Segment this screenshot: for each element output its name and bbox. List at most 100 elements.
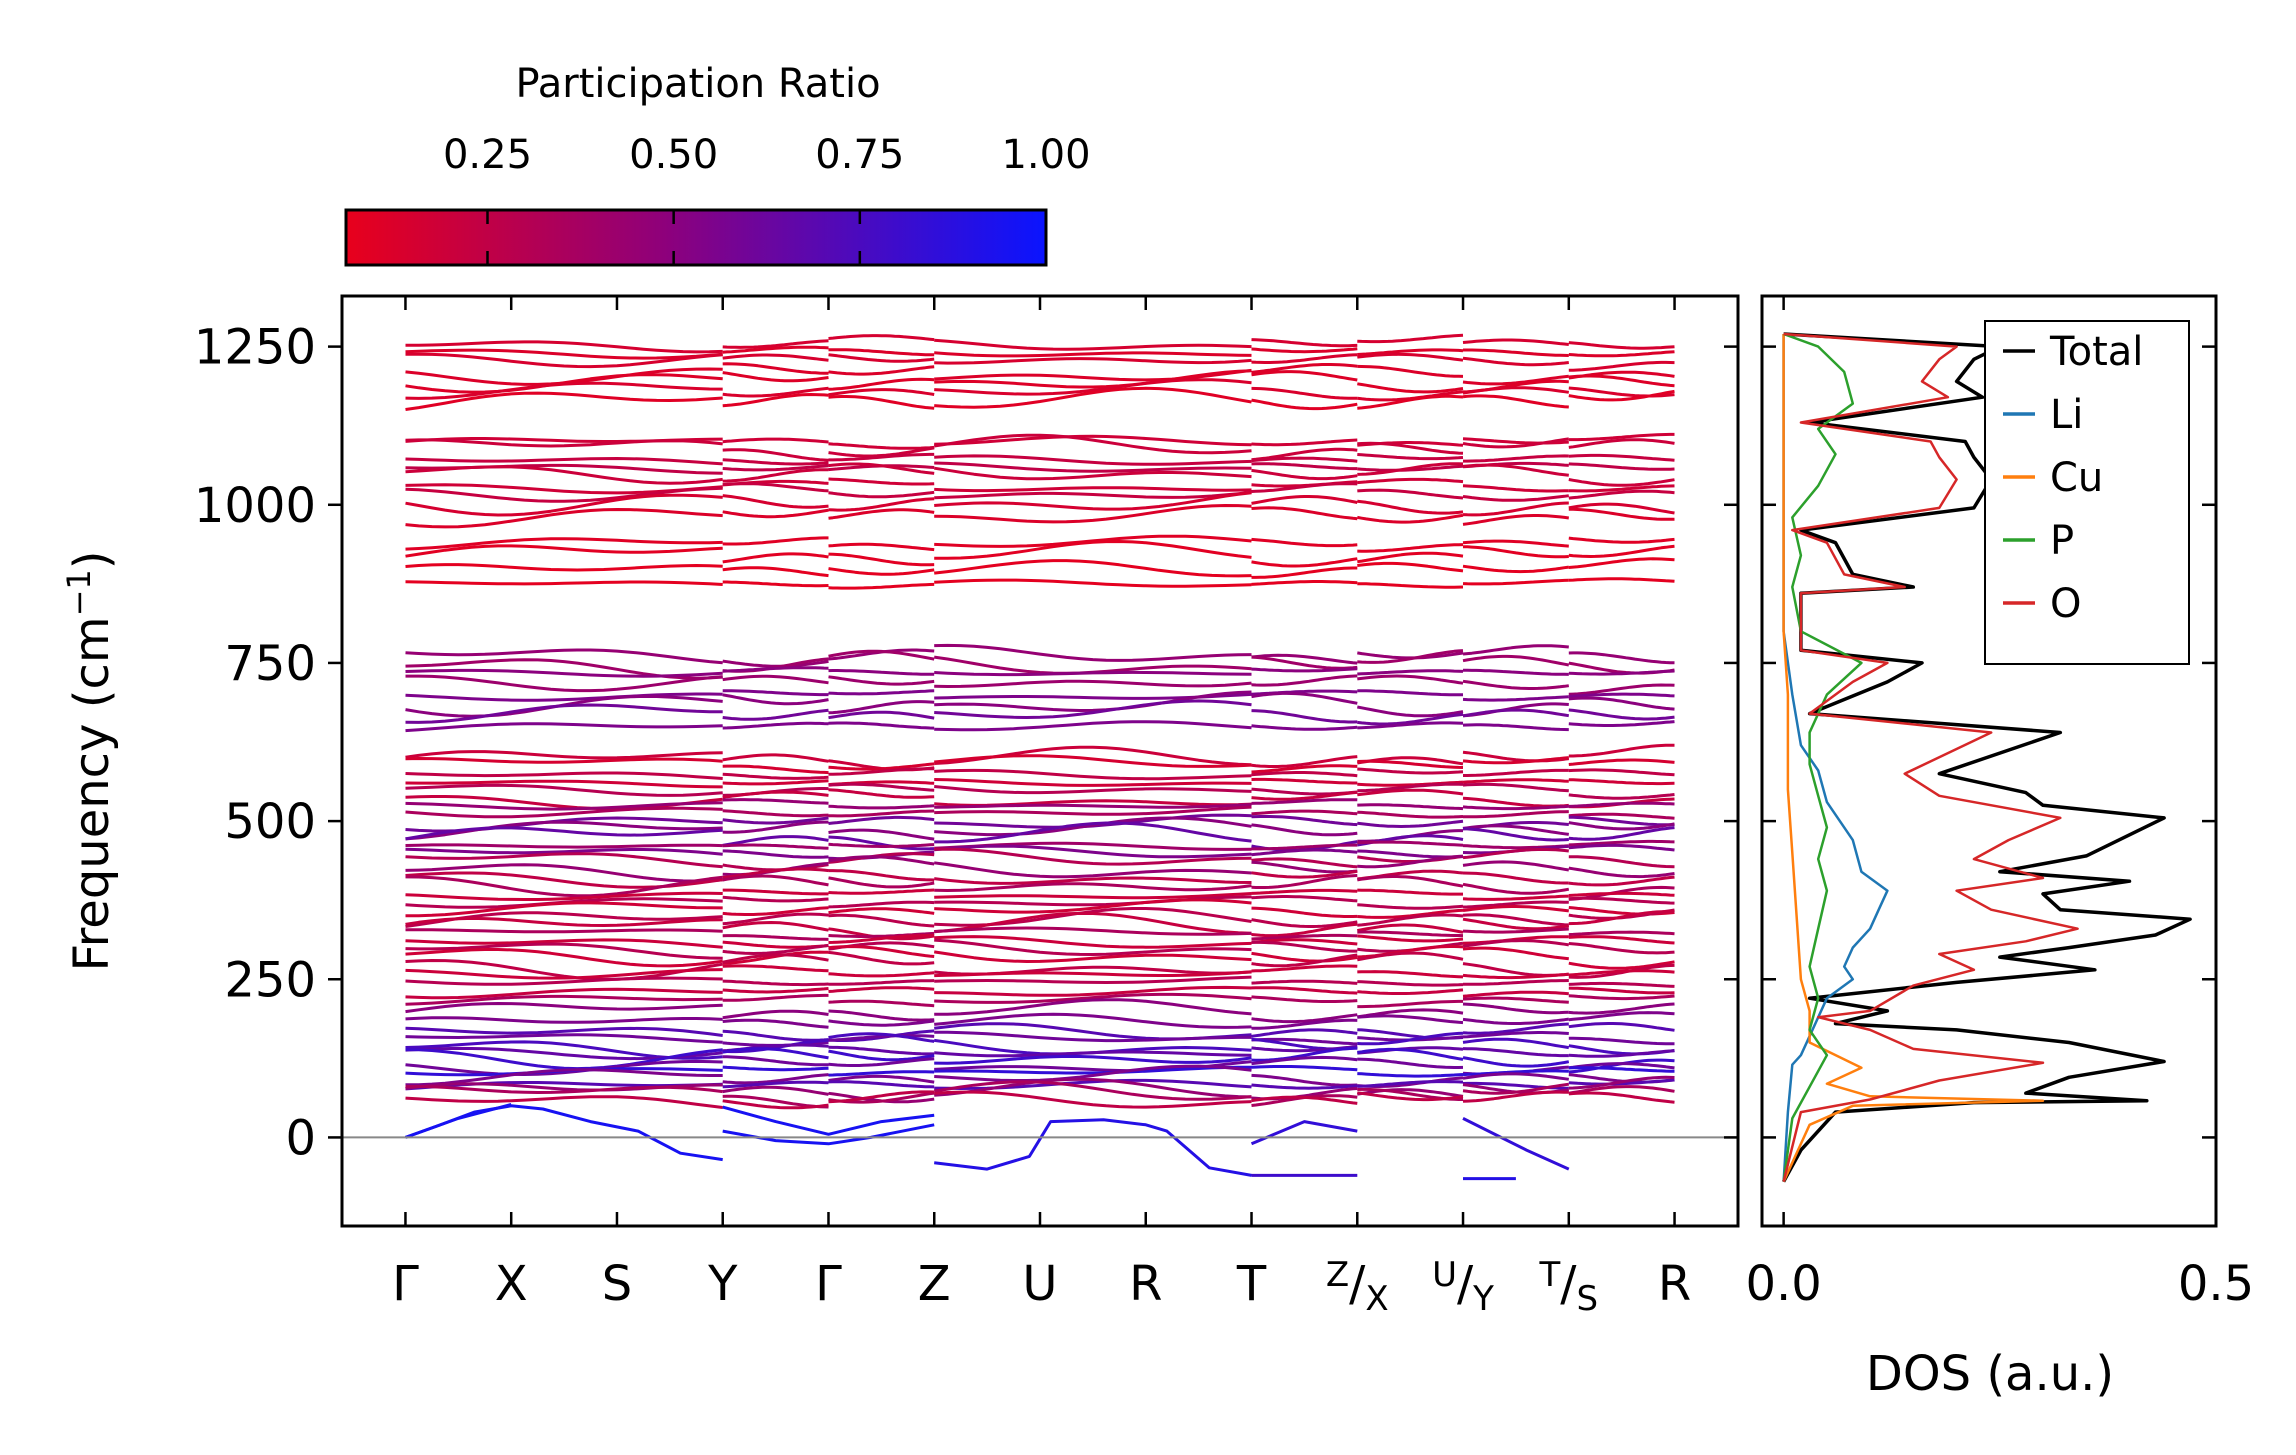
band-line bbox=[1357, 649, 1464, 664]
band-line bbox=[722, 1009, 829, 1020]
band-line bbox=[722, 753, 829, 763]
band-line bbox=[1568, 1011, 1675, 1022]
band-line bbox=[722, 353, 829, 362]
band-line bbox=[405, 544, 723, 558]
acoustic-band-line bbox=[722, 1105, 935, 1136]
band-line bbox=[1462, 338, 1569, 346]
band-line bbox=[1568, 1062, 1675, 1070]
dos-x-tick-label: 0.5 bbox=[2178, 1256, 2254, 1312]
band-line bbox=[828, 767, 935, 776]
band-line bbox=[1251, 874, 1358, 889]
band-line bbox=[1462, 708, 1570, 718]
band-line bbox=[1462, 1047, 1569, 1058]
band-line bbox=[722, 867, 829, 879]
band-line bbox=[934, 720, 1252, 732]
band-line bbox=[934, 745, 1252, 767]
band-line bbox=[1251, 667, 1358, 673]
band-line bbox=[1357, 551, 1464, 564]
band-line bbox=[1357, 464, 1464, 472]
band-line bbox=[722, 458, 829, 466]
band-line bbox=[722, 393, 829, 408]
kpoint-label-slash: / bbox=[1457, 1256, 1474, 1312]
band-line bbox=[1251, 438, 1358, 447]
band-line bbox=[1462, 917, 1570, 931]
band-line bbox=[1251, 709, 1358, 724]
kpoint-label-pre: Z bbox=[1326, 1255, 1349, 1295]
band-line bbox=[934, 1030, 1252, 1043]
band-line bbox=[1251, 447, 1358, 462]
dos-line-o bbox=[1782, 332, 2079, 1183]
band-line bbox=[1462, 386, 1570, 395]
band-line bbox=[1462, 782, 1569, 793]
band-line bbox=[1568, 374, 1675, 388]
band-line bbox=[405, 806, 723, 819]
band-line bbox=[828, 490, 935, 499]
band-line bbox=[934, 690, 1252, 712]
band-line bbox=[828, 950, 935, 966]
band-line bbox=[1462, 1056, 1570, 1068]
band-line bbox=[1357, 1057, 1464, 1069]
band-line bbox=[828, 452, 935, 462]
band-line bbox=[828, 888, 935, 895]
band-line bbox=[828, 508, 935, 520]
band-line bbox=[1568, 910, 1675, 926]
legend-label-p: P bbox=[2050, 518, 2074, 564]
band-line bbox=[828, 782, 935, 792]
band-line bbox=[933, 861, 1252, 879]
band-line bbox=[1357, 1080, 1464, 1088]
band-line bbox=[1568, 793, 1675, 800]
band-line bbox=[934, 369, 1252, 389]
band-line bbox=[1568, 696, 1675, 711]
band-line bbox=[722, 1029, 829, 1042]
kpoint-label: X bbox=[495, 1256, 528, 1312]
band-line bbox=[722, 674, 829, 685]
band-line bbox=[405, 1033, 723, 1044]
band-line bbox=[934, 998, 1252, 1016]
band-line bbox=[1357, 840, 1464, 847]
band-line bbox=[405, 340, 723, 354]
band-line bbox=[722, 798, 829, 805]
band-line bbox=[722, 987, 829, 994]
band-line bbox=[722, 835, 829, 847]
band-line bbox=[1357, 669, 1464, 676]
band-line bbox=[828, 835, 935, 851]
band-line bbox=[1568, 692, 1675, 698]
band-line bbox=[934, 1054, 1252, 1065]
band-line bbox=[1251, 777, 1358, 785]
band-line bbox=[1462, 723, 1569, 732]
band-line bbox=[1251, 964, 1358, 973]
band-line bbox=[828, 334, 935, 342]
band-line bbox=[828, 567, 935, 576]
band-line bbox=[934, 386, 1252, 409]
band-line bbox=[405, 875, 723, 898]
band-line bbox=[1251, 1083, 1358, 1090]
kpoint-label: Γ bbox=[392, 1256, 419, 1312]
band-line bbox=[1462, 1002, 1569, 1015]
band-line bbox=[1462, 501, 1569, 517]
band-line bbox=[722, 843, 829, 850]
band-line bbox=[722, 820, 829, 834]
band-line bbox=[405, 563, 723, 572]
band-line bbox=[405, 381, 723, 400]
band-line bbox=[1568, 453, 1675, 462]
band-line bbox=[1251, 755, 1358, 768]
band-line bbox=[1357, 875, 1464, 888]
band-line bbox=[934, 970, 1252, 978]
band-line bbox=[1357, 767, 1464, 775]
band-line bbox=[1251, 655, 1358, 670]
band-line bbox=[722, 950, 829, 965]
band-line bbox=[1251, 580, 1358, 586]
band-line bbox=[1357, 561, 1464, 573]
band-line bbox=[1462, 356, 1569, 367]
band-line bbox=[405, 1048, 723, 1071]
band-line bbox=[1251, 691, 1358, 705]
band-line bbox=[1568, 994, 1675, 1001]
band-line bbox=[1251, 462, 1358, 471]
band-line bbox=[1251, 386, 1358, 400]
band-line bbox=[934, 821, 1252, 844]
band-line bbox=[1568, 942, 1675, 955]
band-line bbox=[1251, 798, 1358, 805]
band-line bbox=[1251, 482, 1358, 493]
band-line bbox=[405, 668, 723, 678]
